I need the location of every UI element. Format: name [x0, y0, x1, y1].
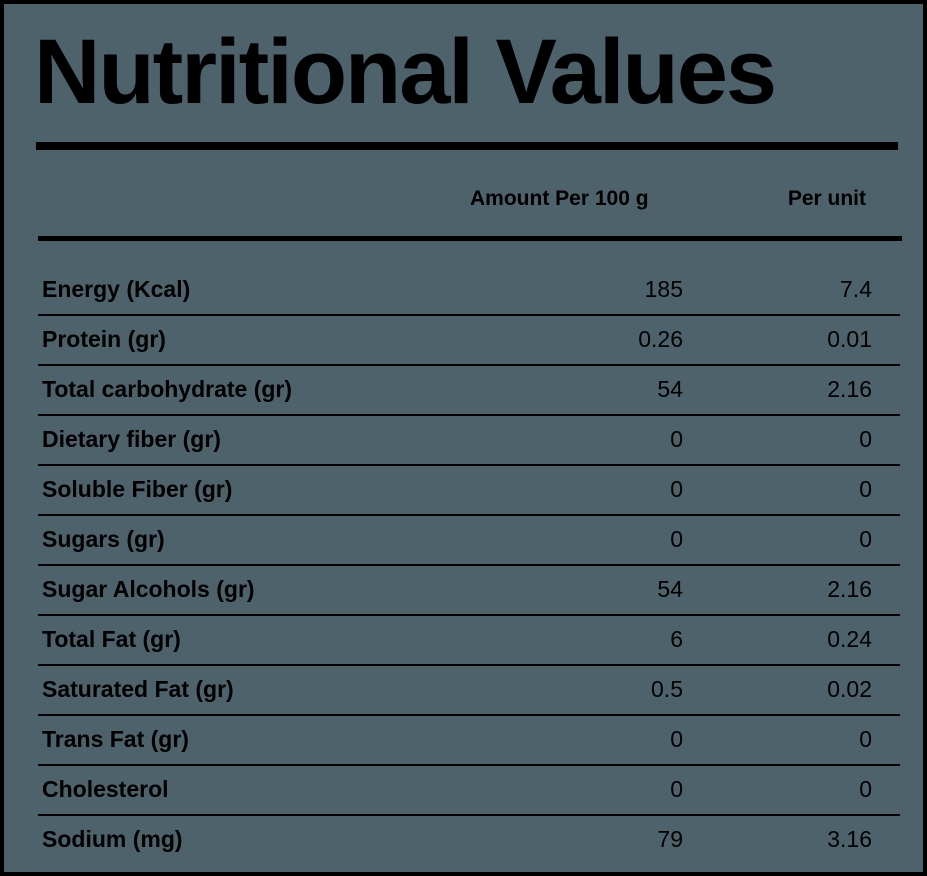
row-label: Protein (gr): [42, 326, 166, 352]
table-row: Total Fat (gr) 6 0.24: [38, 616, 900, 666]
row-amount-per-unit: 3.16: [827, 826, 872, 852]
row-amount-per-100g: 185: [644, 276, 683, 302]
table-row: Dietary fiber (gr) 0 0: [38, 416, 900, 466]
row-amount-per-100g: 0: [670, 526, 683, 552]
table-row: Total carbohydrate (gr) 54 2.16: [38, 366, 900, 416]
row-amount-per-100g: 54: [657, 376, 683, 402]
row-amount-per-unit: 0: [859, 476, 872, 502]
table-row: Sugars (gr) 0 0: [38, 516, 900, 566]
table-row: Cholesterol 0 0: [38, 766, 900, 816]
page-title: Nutritional Values: [34, 21, 777, 123]
table-row: Soluble Fiber (gr) 0 0: [38, 466, 900, 516]
nutrition-table: Energy (Kcal) 185 7.4 Protein (gr) 0.26 …: [38, 266, 900, 866]
row-amount-per-unit: 0.01: [827, 326, 872, 352]
table-row: Sodium (mg) 79 3.16: [38, 816, 900, 866]
row-amount-per-100g: 0: [670, 726, 683, 752]
row-amount-per-100g: 79: [657, 826, 683, 852]
row-amount-per-unit: 0: [859, 776, 872, 802]
row-label: Sodium (mg): [42, 826, 183, 852]
row-amount-per-unit: 0.24: [827, 626, 872, 652]
row-amount-per-100g: 54: [657, 576, 683, 602]
row-amount-per-100g: 6: [670, 626, 683, 652]
row-label: Dietary fiber (gr): [42, 426, 221, 452]
row-amount-per-100g: 0.26: [638, 326, 683, 352]
row-label: Cholesterol: [42, 776, 169, 802]
row-label: Total Fat (gr): [42, 626, 181, 652]
row-amount-per-unit: 0: [859, 526, 872, 552]
row-amount-per-unit: 0.02: [827, 676, 872, 702]
column-header-amount: Amount Per 100 g: [470, 187, 649, 210]
row-label: Total carbohydrate (gr): [42, 376, 293, 402]
row-amount-per-unit: 2.16: [827, 576, 872, 602]
table-row: Saturated Fat (gr) 0.5 0.02: [38, 666, 900, 716]
table-row: Sugar Alcohols (gr) 54 2.16: [38, 566, 900, 616]
row-label: Energy (Kcal): [42, 276, 191, 302]
row-amount-per-unit: 0: [859, 426, 872, 452]
table-row: Energy (Kcal) 185 7.4: [38, 266, 900, 316]
row-amount-per-unit: 2.16: [827, 376, 872, 402]
title-divider: [36, 142, 898, 150]
row-amount-per-100g: 0.5: [651, 676, 683, 702]
row-label: Sugars (gr): [42, 526, 165, 552]
row-amount-per-100g: 0: [670, 476, 683, 502]
row-amount-per-unit: 7.4: [840, 276, 872, 302]
header-divider: [38, 236, 902, 241]
row-amount-per-unit: 0: [859, 726, 872, 752]
column-header-per-unit: Per unit: [787, 187, 866, 210]
row-label: Sugar Alcohols (gr): [42, 576, 255, 602]
row-label: Soluble Fiber (gr): [42, 476, 233, 502]
row-amount-per-100g: 0: [670, 776, 683, 802]
row-amount-per-100g: 0: [670, 426, 683, 452]
row-label: Saturated Fat (gr): [42, 676, 234, 702]
row-label: Trans Fat (gr): [42, 726, 189, 752]
table-row: Protein (gr) 0.26 0.01: [38, 316, 900, 366]
table-row: Trans Fat (gr) 0 0: [38, 716, 900, 766]
